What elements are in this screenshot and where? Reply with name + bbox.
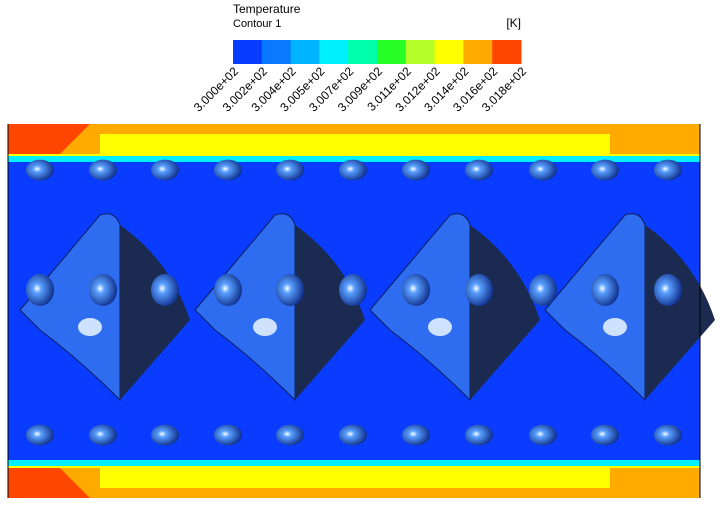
screw-face	[470, 225, 540, 400]
screw-blade	[19, 213, 121, 402]
colorbar	[233, 40, 522, 64]
corner	[8, 468, 90, 498]
sphere	[529, 424, 557, 446]
screw-face	[295, 225, 365, 400]
sphere	[402, 274, 430, 306]
sphere	[591, 274, 619, 306]
sphere	[339, 424, 367, 446]
legend-subtitle: Contour 1	[233, 18, 281, 30]
screws	[19, 213, 715, 402]
sphere	[654, 159, 682, 181]
sphere	[89, 159, 117, 181]
screw-blade	[369, 213, 471, 402]
sphere	[214, 424, 242, 446]
wall-layer	[8, 458, 700, 466]
sphere	[214, 274, 242, 306]
sphere	[276, 274, 304, 306]
sphere	[402, 424, 430, 446]
sphere	[339, 274, 367, 306]
highlight	[603, 318, 627, 336]
sphere	[465, 274, 493, 306]
screw-blade	[544, 213, 646, 402]
screw-face	[645, 225, 715, 400]
sphere	[276, 424, 304, 446]
sphere	[529, 274, 557, 306]
color-swatch	[463, 40, 493, 64]
corner	[8, 124, 90, 154]
colorbar-labels: 3.000e+023.002e+023.004e+023.005e+023.00…	[191, 64, 529, 114]
highlight	[428, 318, 452, 336]
color-swatch	[405, 40, 436, 64]
highlight	[253, 318, 277, 336]
sphere	[26, 424, 54, 446]
sphere	[89, 274, 117, 306]
color-swatch	[434, 40, 464, 64]
sphere	[89, 424, 117, 446]
color-swatch	[233, 40, 263, 64]
sphere	[465, 159, 493, 181]
simulation-view	[7, 124, 715, 498]
highlight	[78, 318, 102, 336]
sphere	[339, 159, 367, 181]
sphere	[151, 424, 179, 446]
color-swatch	[290, 40, 320, 64]
sphere	[465, 424, 493, 446]
sphere	[591, 424, 619, 446]
sphere	[214, 159, 242, 181]
sphere	[26, 159, 54, 181]
sphere	[654, 424, 682, 446]
sphere	[591, 159, 619, 181]
sphere	[402, 159, 430, 181]
color-swatch	[348, 40, 378, 64]
screw-face	[120, 225, 190, 400]
sphere	[654, 274, 682, 306]
sphere	[151, 159, 179, 181]
color-swatch	[492, 40, 522, 64]
screw-blade	[194, 213, 296, 402]
sphere	[26, 274, 54, 306]
spheres	[26, 159, 682, 446]
color-swatch	[377, 40, 407, 64]
sphere	[529, 159, 557, 181]
sphere	[276, 159, 304, 181]
legend-title: Temperature	[233, 2, 301, 16]
bottom-band-inner	[100, 468, 610, 488]
color-swatch	[319, 40, 349, 64]
color-swatch	[261, 40, 292, 64]
sphere	[151, 274, 179, 306]
legend-unit: [K]	[506, 16, 521, 30]
top-band-inner	[100, 134, 610, 154]
